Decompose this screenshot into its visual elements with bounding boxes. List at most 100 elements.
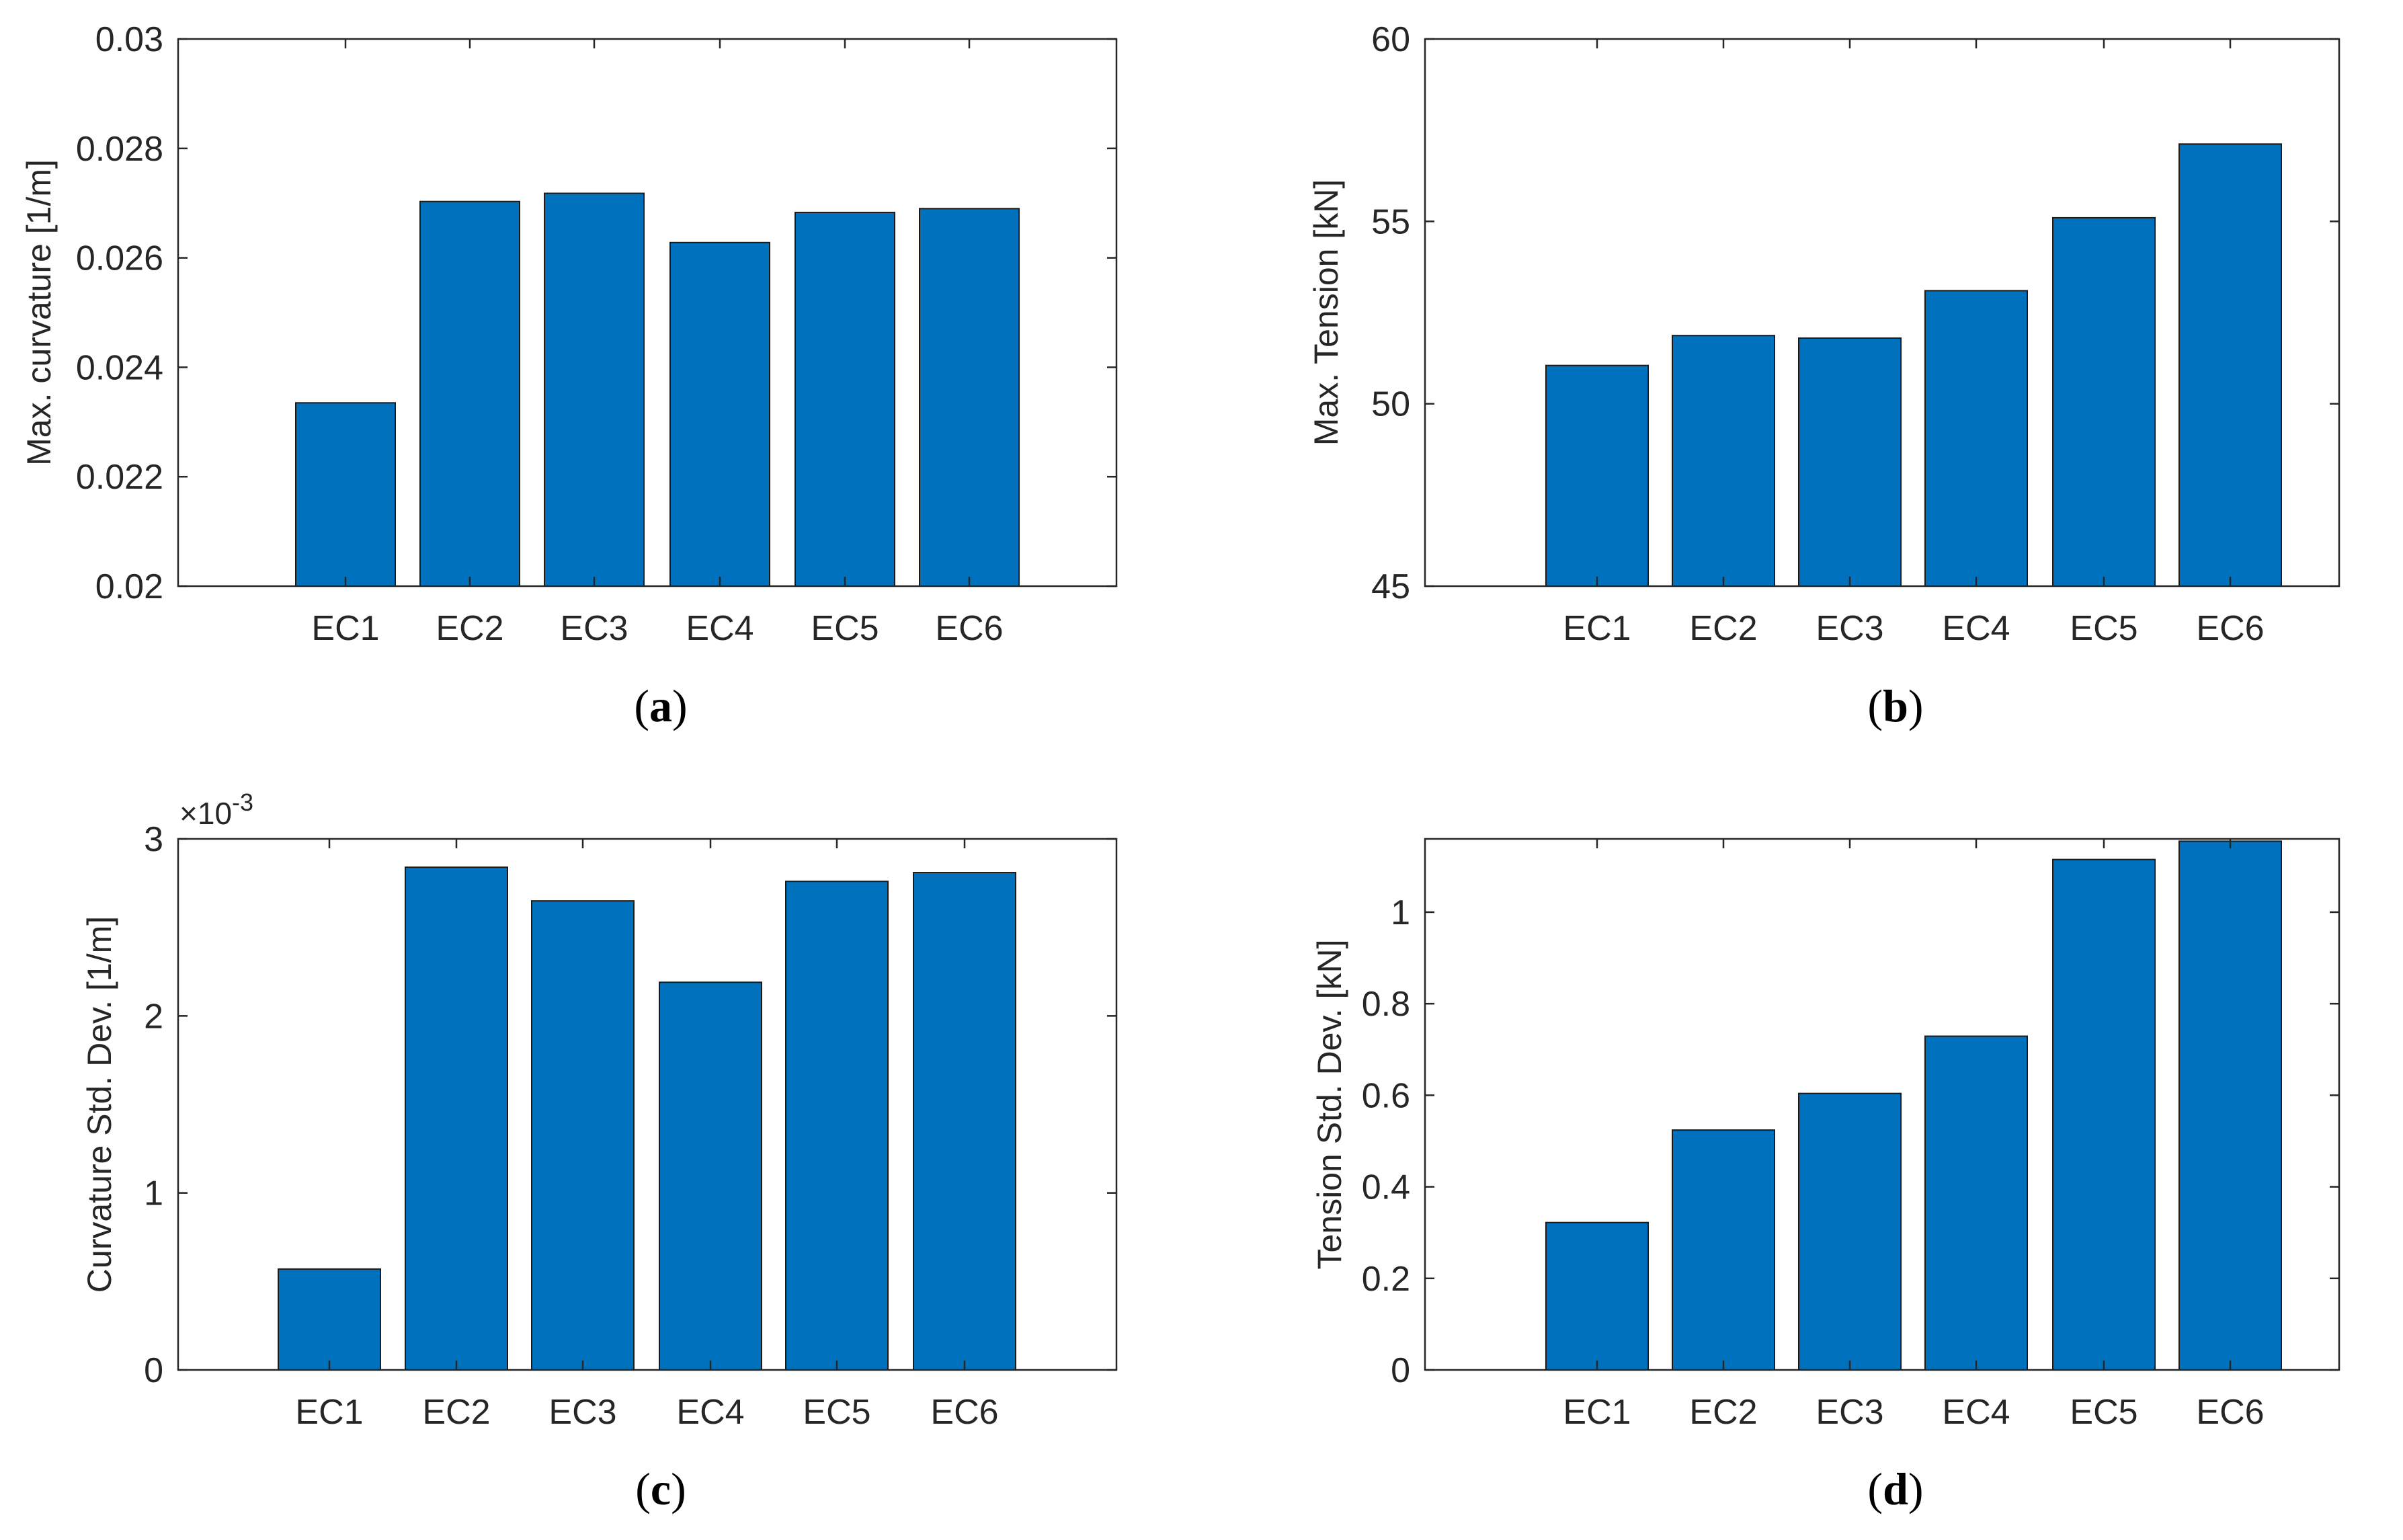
axes-box bbox=[1424, 838, 2340, 1371]
caption-close-paren: ) bbox=[1908, 680, 1924, 731]
bar-ec1 bbox=[1545, 1221, 1649, 1371]
y-tick-label: 0 bbox=[1391, 1351, 1410, 1390]
caption-close-paren: ) bbox=[672, 680, 688, 731]
bar-ec3 bbox=[1798, 337, 1902, 587]
x-tick-label-ec3: EC3 bbox=[1816, 609, 1883, 648]
x-tick-label-ec5: EC5 bbox=[2070, 1393, 2137, 1432]
subplot-c: 0 1 2 3 EC1 EC2 EC3 EC4 EC5 EC6 Curvature Std. Dev… bbox=[81, 788, 1118, 1514]
bar-ec3 bbox=[1798, 1092, 1902, 1371]
axes-box bbox=[177, 38, 1118, 587]
caption-close-paren: ) bbox=[671, 1463, 686, 1514]
panel-caption: (b) bbox=[1867, 680, 1923, 731]
exponent-label: ×10-3 bbox=[179, 788, 253, 831]
panel-caption: (a) bbox=[634, 680, 687, 731]
x-tick-label-ec4: EC4 bbox=[1942, 609, 2010, 648]
bar-ec6 bbox=[2178, 143, 2282, 587]
x-tick-label-ec3: EC3 bbox=[548, 1393, 616, 1432]
bar-ec3 bbox=[544, 192, 645, 587]
exponent-power: -3 bbox=[232, 788, 253, 816]
axes-box bbox=[1424, 38, 2340, 587]
bar-ec2 bbox=[1672, 335, 1775, 587]
x-tick-label-ec6: EC6 bbox=[930, 1393, 998, 1432]
x-tick-label-ec6: EC6 bbox=[2196, 609, 2264, 648]
caption-open-paren: ( bbox=[1867, 680, 1883, 731]
x-tick-label-ec1: EC1 bbox=[295, 1393, 363, 1432]
x-tick-label-ec6: EC6 bbox=[935, 609, 1003, 648]
x-tick-label-ec5: EC5 bbox=[811, 609, 879, 648]
subplot-d: 0 0.2 0.4 0.6 0.8 1 EC1 EC2 EC3 EC4 EC5 EC6 Tension … bbox=[1311, 838, 2340, 1514]
y-tick-label: 0 bbox=[144, 1351, 163, 1390]
bar-ec5 bbox=[795, 212, 895, 587]
caption-letter: a bbox=[649, 680, 672, 731]
y-tick-label: 55 bbox=[1371, 202, 1410, 241]
bar-ec6 bbox=[2178, 840, 2282, 1371]
y-tick-label: 3 bbox=[144, 820, 163, 859]
subplot-b: 45 50 55 60 EC1 EC2 EC3 EC4 EC5 EC6 Max. Tension [… bbox=[1307, 20, 2340, 731]
y-tick-label: 1 bbox=[1391, 893, 1410, 932]
bar-ec4 bbox=[1924, 290, 2028, 587]
bar-ec4 bbox=[669, 241, 770, 587]
y-axis-label: Max. curvature [1/m] bbox=[20, 159, 58, 466]
bar-ec2 bbox=[405, 866, 508, 1371]
caption-letter: b bbox=[1883, 680, 1908, 731]
caption-letter: c bbox=[651, 1463, 671, 1514]
x-tick-label-ec1: EC1 bbox=[311, 609, 379, 648]
bar-ec1 bbox=[278, 1268, 381, 1371]
x-tick-label-ec2: EC2 bbox=[1689, 1393, 1757, 1432]
bar-ec2 bbox=[1672, 1129, 1775, 1371]
bar-ec2 bbox=[419, 200, 520, 587]
y-axis-label: Max. Tension [kN] bbox=[1307, 179, 1345, 446]
axes-box bbox=[177, 838, 1118, 1371]
x-tick-label-ec5: EC5 bbox=[2070, 609, 2137, 648]
y-tick-label: 0.6 bbox=[1362, 1076, 1410, 1115]
y-tick-label: 0.026 bbox=[76, 239, 163, 278]
bar-ec4 bbox=[659, 981, 762, 1371]
x-tick-label-ec2: EC2 bbox=[422, 1393, 490, 1432]
subplot-a: 0.02 0.022 0.024 0.026 0.028 0.03 EC1 EC2 EC3 EC4… bbox=[20, 20, 1118, 731]
x-tick-label-ec1: EC1 bbox=[1563, 609, 1631, 648]
bar-ec4 bbox=[1924, 1035, 2028, 1371]
y-tick-label: 0.4 bbox=[1362, 1168, 1410, 1207]
x-tick-label-ec3: EC3 bbox=[1816, 1393, 1883, 1432]
y-tick-label: 0.022 bbox=[76, 458, 163, 497]
y-tick-label: 60 bbox=[1371, 20, 1410, 59]
y-axis-label: Tension Std. Dev. [kN] bbox=[1311, 940, 1348, 1270]
panel-caption: (c) bbox=[635, 1463, 686, 1514]
x-tick-label-ec4: EC4 bbox=[1942, 1393, 2010, 1432]
caption-open-paren: ( bbox=[1867, 1463, 1883, 1514]
bar-ec1 bbox=[295, 402, 396, 587]
x-tick-label-ec4: EC4 bbox=[676, 1393, 744, 1432]
exponent-base: ×10 bbox=[179, 796, 232, 831]
x-tick-label-ec3: EC3 bbox=[560, 609, 628, 648]
y-tick-label: 50 bbox=[1371, 385, 1410, 424]
y-tick-label: 2 bbox=[144, 997, 163, 1036]
x-tick-label-ec1: EC1 bbox=[1563, 1393, 1631, 1432]
bar-ec5 bbox=[2052, 216, 2156, 587]
caption-open-paren: ( bbox=[635, 1463, 651, 1514]
y-tick-label: 0.028 bbox=[76, 130, 163, 169]
y-tick-label: 1 bbox=[144, 1174, 163, 1213]
caption-close-paren: ) bbox=[1908, 1463, 1924, 1514]
x-tick-label-ec2: EC2 bbox=[1689, 609, 1757, 648]
y-tick-label: 0.03 bbox=[95, 20, 163, 59]
bar-ec1 bbox=[1545, 364, 1649, 587]
x-tick-label-ec2: EC2 bbox=[436, 609, 503, 648]
y-tick-label: 45 bbox=[1371, 567, 1410, 606]
bar-ec6 bbox=[913, 872, 1016, 1371]
caption-letter: d bbox=[1883, 1463, 1908, 1514]
bar-ec5 bbox=[2052, 858, 2156, 1371]
bar-ec5 bbox=[785, 881, 889, 1371]
y-tick-label: 0.02 bbox=[95, 567, 163, 606]
caption-open-paren: ( bbox=[634, 680, 649, 731]
y-axis-label: Curvature Std. Dev. [1/m] bbox=[81, 916, 118, 1293]
y-tick-label: 0.2 bbox=[1362, 1260, 1410, 1299]
y-tick-label: 0.8 bbox=[1362, 985, 1410, 1024]
x-tick-label-ec5: EC5 bbox=[803, 1393, 870, 1432]
y-tick-label: 0.024 bbox=[76, 348, 163, 387]
bar-ec6 bbox=[919, 208, 1020, 587]
bar-ec3 bbox=[531, 900, 635, 1371]
panel-caption: (d) bbox=[1867, 1463, 1923, 1514]
x-tick-label-ec6: EC6 bbox=[2196, 1393, 2264, 1432]
x-tick-label-ec4: EC4 bbox=[686, 609, 754, 648]
